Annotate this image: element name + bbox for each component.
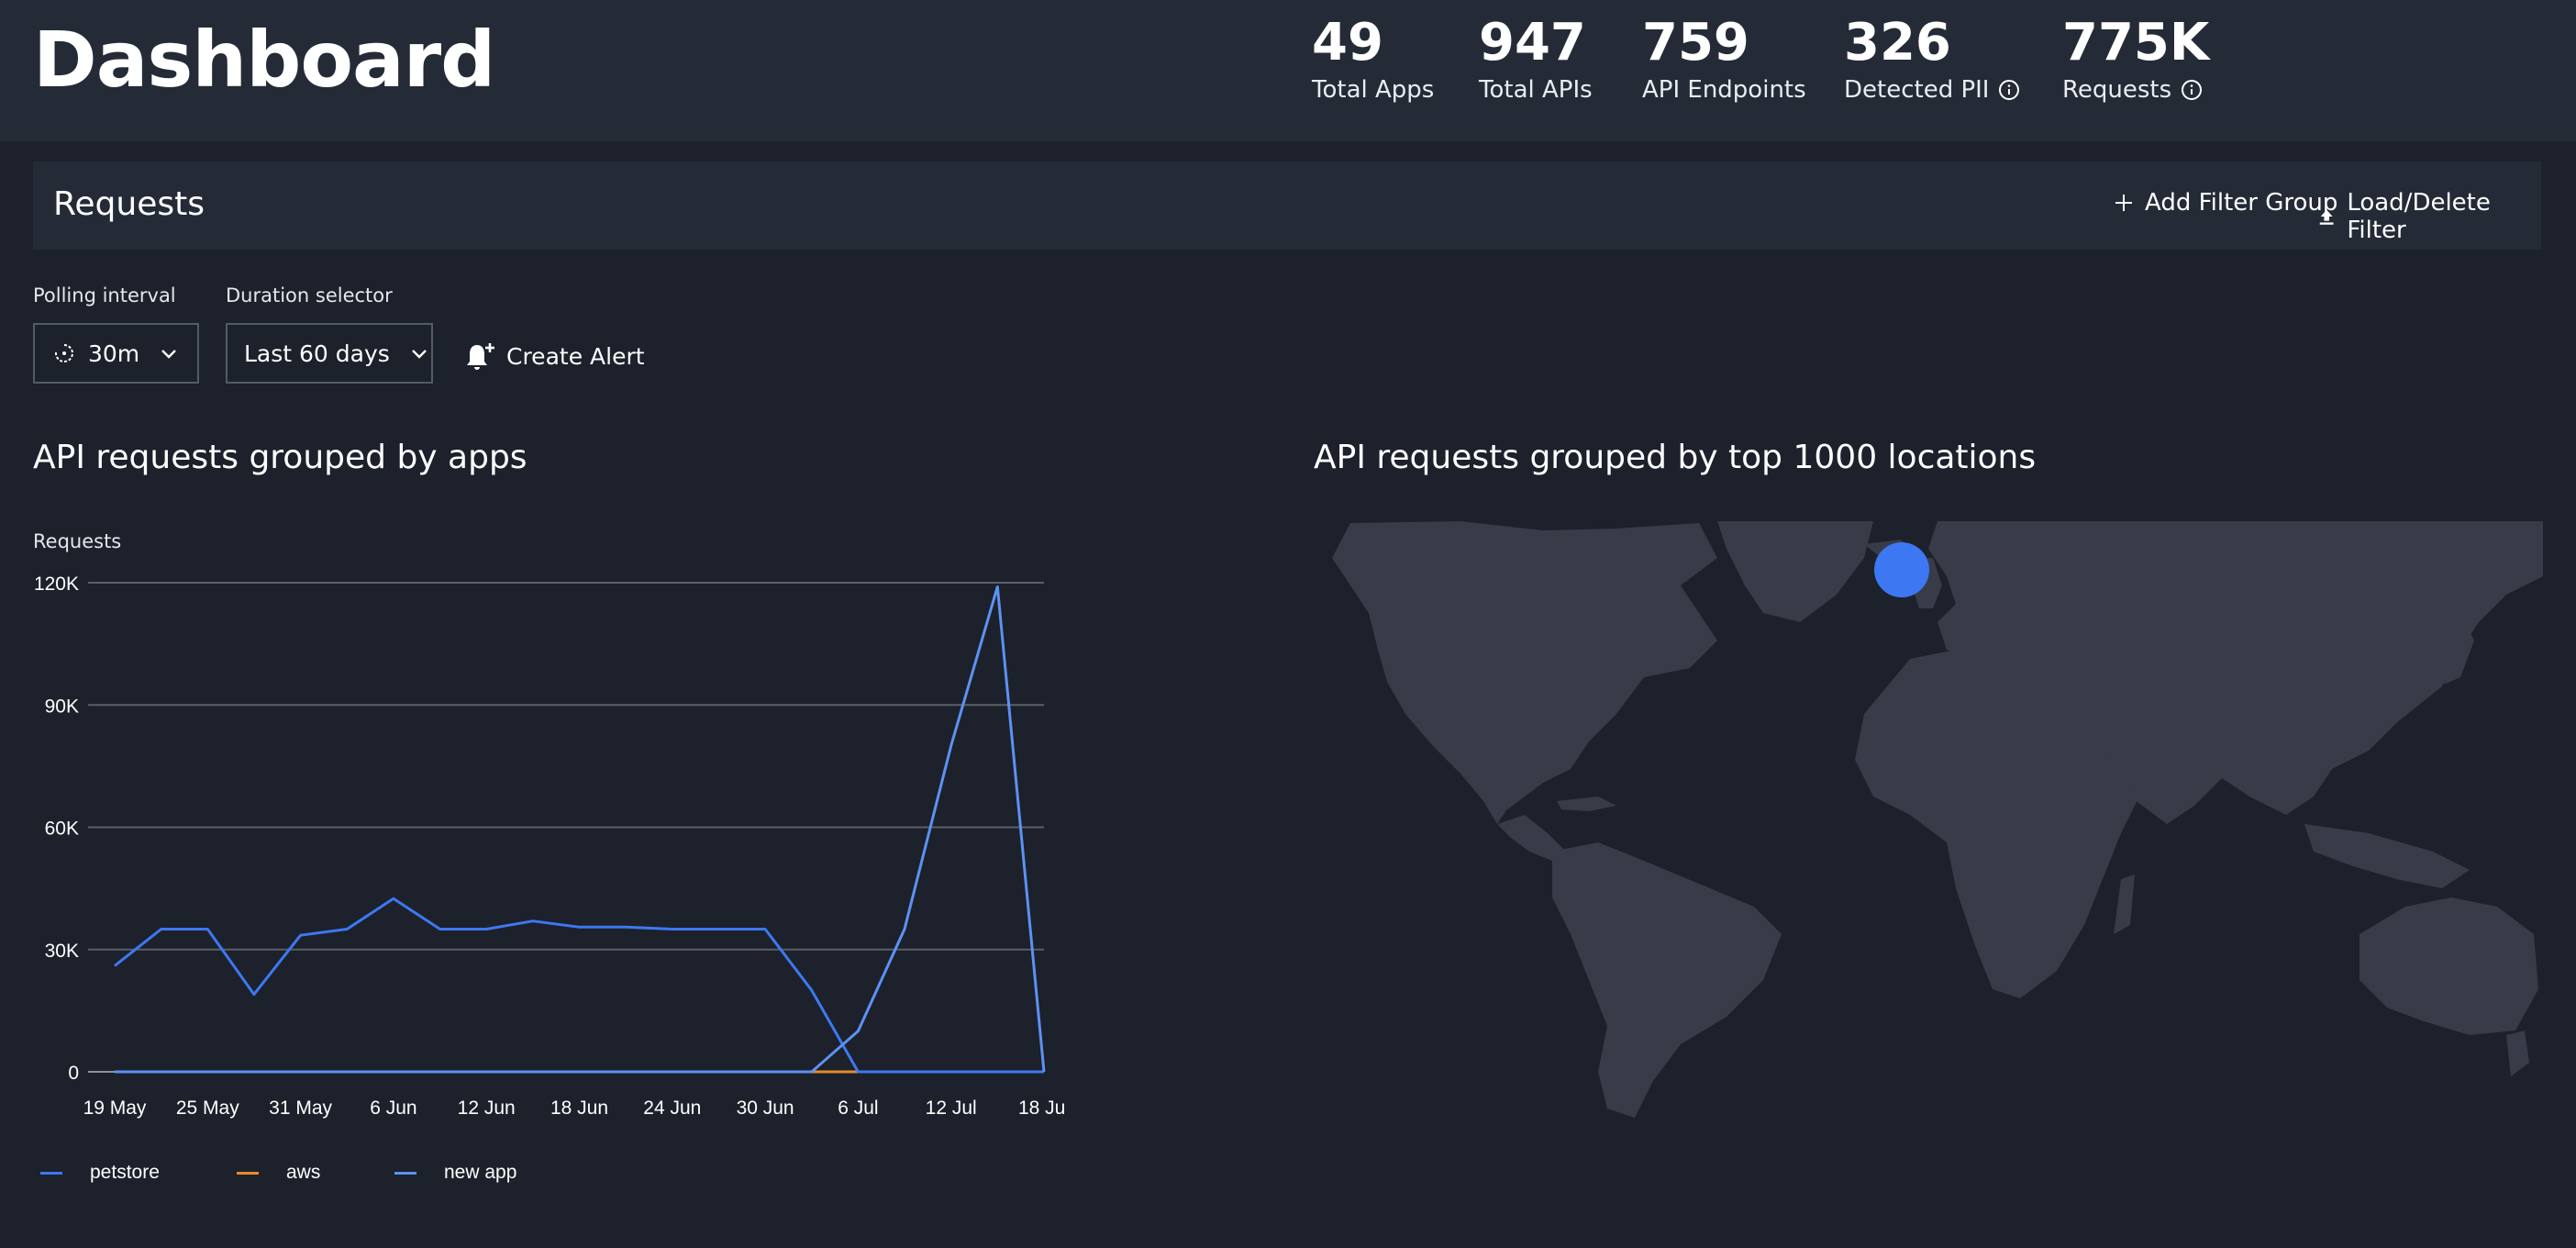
x-tick-label: 6 Jul [838,1098,878,1119]
y-axis-label: Requests [33,530,122,552]
stat-label-text: API Endpoints [1642,76,1806,104]
info-icon[interactable] [2181,79,2203,101]
legend-swatch [40,1171,62,1175]
polling-interval-select[interactable]: 30m [33,323,199,384]
legend-label: new app [444,1162,517,1183]
map-madagascar [2114,875,2135,934]
map-greenland [1717,521,1873,622]
chevron-down-icon [161,350,177,359]
create-alert-button[interactable]: Create Alert [462,338,645,374]
stat-value: 775K [2062,13,2210,72]
map-south-america [1552,842,1782,1118]
plus-icon [2115,195,2132,211]
apps-chart-title: API requests grouped by apps [33,439,527,476]
world-map [1332,521,2543,1118]
stat-detected-pii: 326 Detected PII [1844,13,2020,106]
duration-selector-select[interactable]: Last 60 days [226,323,433,384]
legend-swatch [394,1171,416,1175]
stat-label: Requests [2062,73,2209,106]
map-caribbean [1557,797,1616,811]
stat-label: API Endpoints [1642,73,1806,106]
y-tick-label: 0 [68,1063,79,1084]
stat-value: 326 [1844,13,1951,72]
duration-selector-value: Last 60 days [244,340,390,367]
stat-label: Total APIs [1479,73,1593,106]
duration-selector-label: Duration selector [226,284,393,306]
create-alert-label: Create Alert [506,342,645,370]
stat-label: Detected PII [1844,73,2020,106]
x-tick-label: 30 Jun [737,1098,794,1119]
map-japan [2442,613,2474,685]
y-tick-label: 120K [34,574,79,595]
stat-total-apis: 947 Total APIs [1479,13,1593,106]
x-tick-label: 25 May [176,1098,239,1119]
y-tick-label: 60K [45,819,79,840]
dashboard-header: Dashboard 49 Total Apps 947 Total APIs 7… [0,0,2576,141]
stat-api-endpoints: 759 API Endpoints [1642,13,1806,106]
stat-label: Total Apps [1312,73,1434,106]
legend-item-aws[interactable]: aws [237,1162,320,1184]
map-bubble-location[interactable] [1874,542,1929,597]
map-new-zealand [2506,1031,2529,1076]
add-filter-group-label: Add Filter Group [2145,189,2338,217]
add-filter-group-button[interactable]: Add Filter Group [2114,189,2337,217]
x-tick-label: 12 Jul [926,1098,977,1119]
x-tick-label: 19 May [83,1098,147,1119]
x-tick-label: 24 Jun [643,1098,701,1119]
legend-label: aws [286,1162,321,1183]
stat-label-text: Total Apps [1312,76,1435,104]
stat-requests: 775K Requests [2062,13,2209,106]
map-title: API requests grouped by top 1000 locatio… [1314,439,2037,476]
map-se-asia-islands [2304,824,2470,888]
chevron-down-icon [411,350,427,359]
map-africa [1855,650,2139,998]
load-delete-filter-label: Load/Delete Filter [2347,189,2491,244]
map-north-america [1332,521,1717,824]
legend-item-petstore[interactable]: petstore [40,1162,160,1184]
legend-label: petstore [90,1162,160,1183]
x-tick-label: 12 Jun [458,1098,516,1119]
upload-icon [2319,209,2334,225]
requests-filter-bar: Requests Add Filter Group Load/Delete Fi… [33,162,2541,250]
stat-value: 947 [1479,13,1586,72]
apps-line-chart: 0 30K 60K 90K 120K 19 May 25 May 31 May 6 Jun 12 … [34,574,1064,1119]
map-australia [2359,897,2538,1035]
series-line-petstore[interactable] [114,897,1044,1074]
load-delete-filter-button[interactable]: Load/Delete Filter [2317,189,2541,244]
legend-swatch [237,1171,259,1175]
stat-label-text: Detected PII [1844,76,1990,104]
page-title: Dashboard [33,15,495,105]
y-tick-label: 30K [45,941,79,962]
x-tick-label: 18 Jul [1018,1098,1064,1119]
stat-total-apps: 49 Total Apps [1312,13,1434,106]
timer-icon [55,344,73,362]
series-line-new-app[interactable] [115,585,1046,1074]
polling-interval-label: Polling interval [33,284,176,306]
stat-label-text: Total APIs [1479,76,1593,104]
map-central-america [1497,815,1566,861]
stat-label-text: Requests [2062,76,2172,104]
info-icon[interactable] [1998,79,2020,101]
x-tick-label: 6 Jun [370,1098,416,1119]
y-tick-label: 90K [45,696,79,717]
bell-plus-icon [467,343,494,370]
legend-item-new-app[interactable]: new app [394,1162,516,1184]
x-tick-label: 31 May [269,1098,332,1119]
x-tick-label: 18 Jun [550,1098,608,1119]
stat-value: 759 [1642,13,1749,72]
stat-value: 49 [1312,13,1383,72]
requests-title: Requests [53,185,205,223]
polling-interval-value: 30m [88,340,140,367]
